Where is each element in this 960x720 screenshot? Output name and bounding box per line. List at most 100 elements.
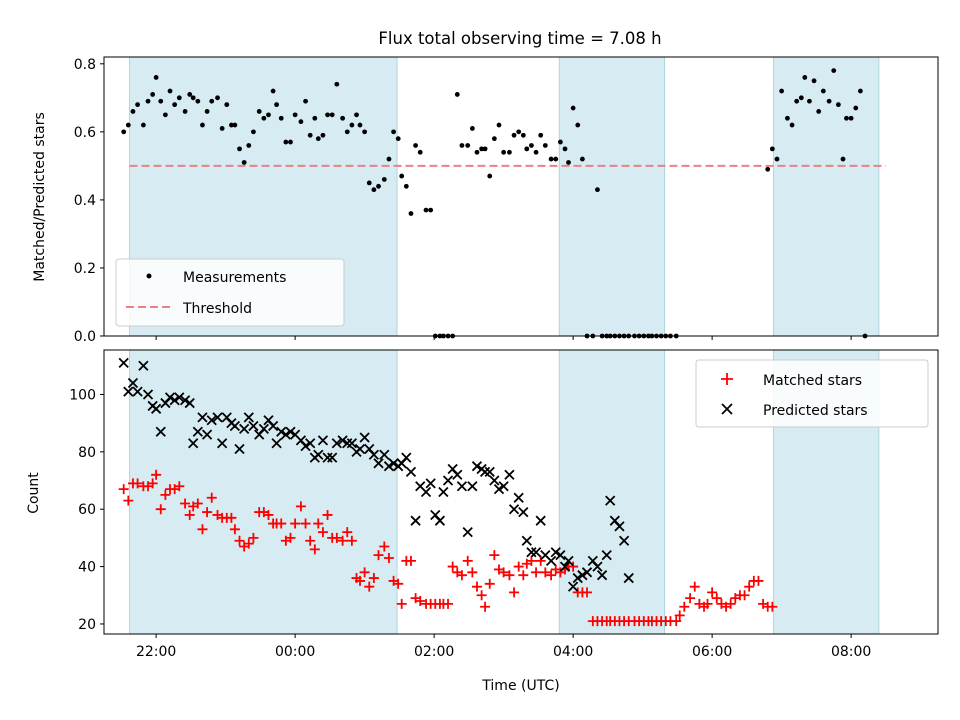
predicted-star-point	[132, 386, 143, 397]
measurement-point	[219, 126, 225, 131]
measurement-point	[135, 102, 140, 108]
predicted-star-point	[504, 469, 515, 480]
matched-star-point	[234, 535, 245, 546]
top-y-tick-label: 0.4	[74, 193, 96, 209]
measurement-point	[266, 112, 271, 118]
measurement-point	[428, 207, 434, 213]
bottom-legend-entry-0: Matched stars	[763, 373, 862, 389]
matched-star-point	[582, 587, 593, 598]
predicted-star-point	[601, 549, 612, 561]
bottom-legend: Matched stars Predicted stars	[695, 359, 929, 428]
bottom-shaded-band	[558, 349, 666, 635]
predicted-star-point	[521, 535, 532, 546]
measurement-point	[340, 115, 346, 121]
predicted-star-point	[118, 357, 129, 369]
measurement-point	[325, 112, 330, 118]
measurement-point	[312, 115, 318, 121]
predicted-star-point	[567, 581, 579, 592]
measurement-point	[469, 126, 475, 131]
measurement-point	[182, 109, 188, 114]
measurement-point	[831, 68, 837, 74]
predicted-star-point	[342, 438, 353, 449]
predicted-star-point	[197, 412, 208, 423]
matched-star-point	[197, 524, 208, 535]
top-legend-entry-0: Measurements	[183, 270, 286, 286]
predicted-star-point	[535, 515, 546, 526]
measurement-point	[399, 173, 405, 179]
measurement-point	[417, 149, 423, 155]
predicted-star-point	[401, 452, 412, 463]
predicted-star-point	[555, 549, 566, 561]
top-axes-frame	[103, 56, 939, 337]
top-legend: Measurements Threshold	[115, 258, 345, 327]
matched-star-point	[535, 555, 546, 566]
predicted-star-point	[623, 572, 634, 584]
matched-star-point	[276, 518, 287, 529]
predicted-star-point	[420, 486, 432, 498]
predicted-star-point	[331, 438, 342, 449]
predicted-star-point	[405, 466, 417, 478]
predicted-star-point	[442, 475, 454, 486]
matched-star-point	[192, 498, 203, 509]
matched-star-point	[526, 555, 537, 566]
measurement-point	[251, 129, 256, 135]
measurement-point	[853, 105, 859, 111]
matched-star-point	[518, 570, 529, 581]
predicted-star-point	[410, 515, 421, 526]
measurement-point	[153, 75, 159, 80]
predicted-star-point	[596, 570, 608, 581]
matched-star-point	[476, 590, 487, 601]
measurement-point	[256, 109, 262, 114]
matched-star-point	[359, 567, 370, 578]
matched-star-point	[174, 481, 185, 492]
predicted-star-point	[206, 415, 217, 426]
measurement-point	[288, 139, 293, 145]
measurement-point	[386, 156, 392, 162]
measurement-point	[557, 139, 563, 145]
measurement-point	[511, 132, 517, 138]
measurement-point	[529, 143, 534, 148]
measurement-point	[501, 149, 507, 155]
predicted-star-point	[383, 461, 395, 472]
predicted-star-point	[258, 423, 269, 435]
predicted-star-point	[379, 449, 390, 460]
predicted-star-point	[164, 392, 176, 403]
predicted-star-point	[526, 547, 537, 558]
matched-star-point	[739, 590, 750, 601]
predicted-star-point	[530, 547, 542, 558]
measurement-point	[190, 95, 196, 101]
measurement-point	[459, 143, 465, 148]
matched-star-point	[489, 550, 500, 561]
measurement-point	[274, 102, 279, 108]
predicted-star-point	[614, 521, 625, 532]
measurement-point	[162, 112, 168, 118]
matched-star-point	[155, 504, 166, 515]
measurement-point	[349, 122, 355, 128]
predicted-star-point	[559, 561, 571, 572]
x-tick-label: 22:00	[136, 644, 176, 660]
matched-star-point	[671, 616, 682, 627]
measurement-point	[329, 112, 335, 118]
matched-star-point	[509, 587, 520, 598]
matched-star-point	[396, 598, 407, 609]
measurement-point	[278, 115, 284, 121]
x-tick-label: 08:00	[831, 644, 871, 660]
matched-star-point	[364, 581, 375, 592]
matched-star-point	[160, 489, 171, 500]
measurement-point	[423, 207, 429, 213]
matched-star-point	[443, 598, 454, 609]
predicted-star-point	[229, 420, 241, 432]
chart-title: Flux total observing time = 7.08 h	[378, 29, 661, 48]
measurement-point	[548, 156, 554, 162]
matched-star-point	[248, 532, 259, 543]
matched-star-point	[132, 478, 143, 489]
measurement-point	[381, 177, 387, 182]
predicted-stars-legend-marker	[721, 403, 733, 415]
measurement-point	[844, 115, 849, 121]
predicted-star-point	[123, 386, 134, 397]
x-tick-label: 06:00	[692, 644, 732, 660]
predicted-star-point	[354, 443, 366, 455]
predicted-star-point	[337, 435, 348, 446]
predicted-star-point	[581, 567, 593, 578]
matched-star-point	[226, 512, 237, 523]
